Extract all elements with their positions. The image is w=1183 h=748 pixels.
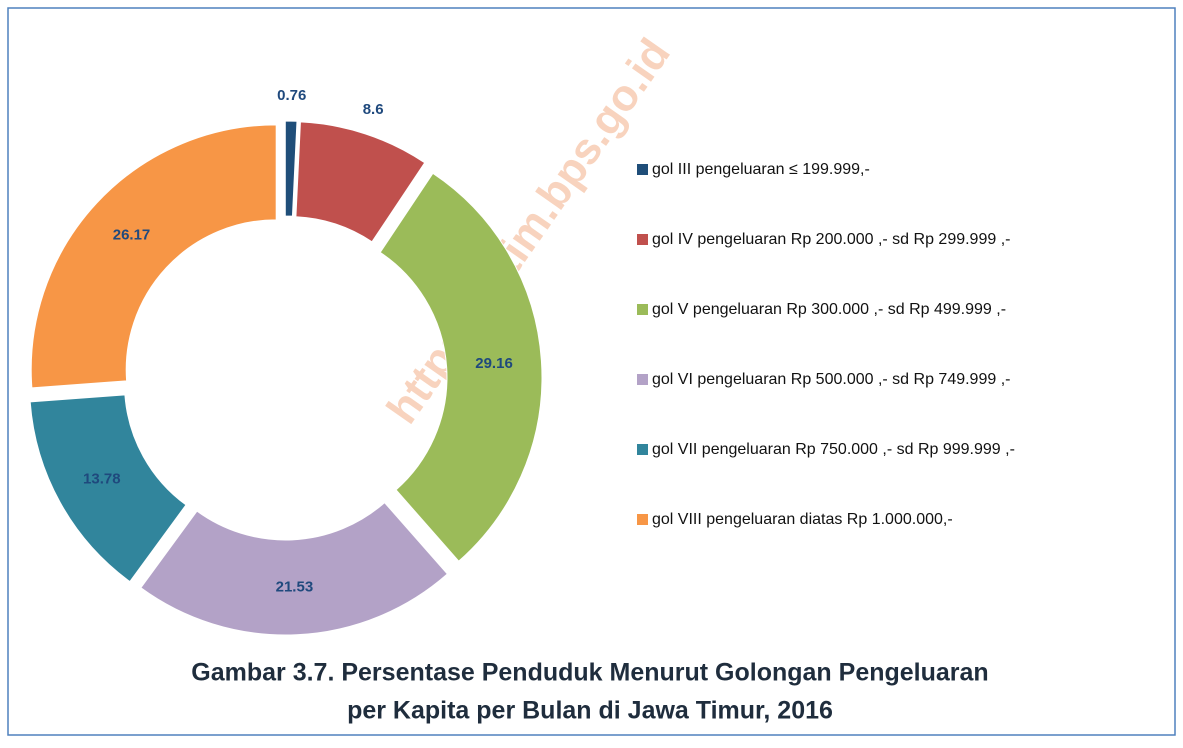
donut-slice [284,120,298,217]
legend-label: gol IV pengeluaran Rp 200.000 ,- sd Rp 2… [652,231,1010,248]
chart-title: Gambar 3.7. Persentase Penduduk Menurut … [191,659,988,687]
legend-label: gol VIII pengeluaran diatas Rp 1.000.000… [652,511,953,528]
data-label: 29.16 [475,355,513,372]
legend-label: gol VII pengeluaran Rp 750.000 ,- sd Rp … [652,441,1015,458]
legend-label: gol VI pengeluaran Rp 500.000 ,- sd Rp 7… [652,371,1010,388]
data-label: 13.78 [83,471,121,488]
donut-slice [379,172,543,562]
legend-label: gol V pengeluaran Rp 300.000 ,- sd Rp 49… [652,301,1006,318]
donut-slice [140,501,449,636]
legend-label: gol III pengeluaran ≤ 199.999,- [652,161,870,178]
data-label: 26.17 [113,226,151,243]
frame [7,7,1176,736]
legend-swatch [637,304,648,315]
data-label: 0.76 [277,87,306,104]
donut-slice [30,124,277,389]
legend-swatch [637,234,648,245]
donut-slice [29,394,187,583]
data-label: 8.6 [363,101,384,118]
legend-swatch [637,374,648,385]
legend-swatch [637,164,648,175]
data-label: 21.53 [276,578,314,595]
chart-title: per Kapita per Bulan di Jawa Timur, 2016 [347,697,833,725]
legend-swatch [637,444,648,455]
legend-swatch [637,514,648,525]
donut-slice [295,121,426,243]
